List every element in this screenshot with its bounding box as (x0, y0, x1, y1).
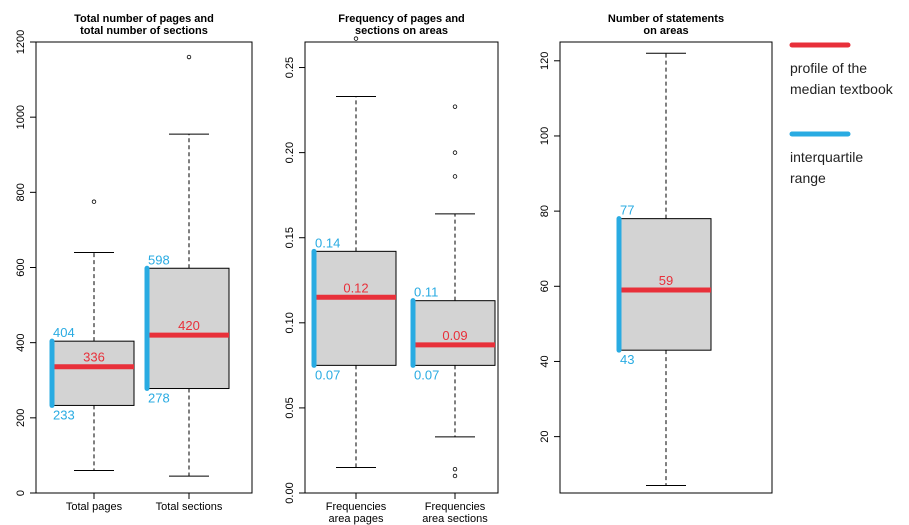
y-tick-label: 400 (15, 333, 27, 351)
median-value-label: 0.09 (442, 328, 467, 343)
x-category-label: area sections (422, 513, 488, 525)
outlier-point (353, 36, 359, 41)
y-tick-label: 0.00 (284, 482, 296, 503)
chart-title: Frequency of pages and (338, 13, 465, 25)
outlier-point (91, 199, 97, 204)
outlier-point (452, 150, 458, 155)
y-tick-label: 80 (539, 205, 551, 217)
y-tick-label: 0.05 (284, 397, 296, 418)
x-category-label: Total sections (156, 501, 223, 513)
y-tick-label: 0.15 (284, 227, 296, 248)
q1-value-label: 233 (53, 407, 75, 422)
q1-value-label: 0.07 (414, 367, 439, 382)
median-value-label: 59 (659, 273, 673, 288)
chart-title: total number of sections (80, 25, 208, 37)
legend-label: profile of the (790, 60, 867, 76)
y-tick-label: 800 (15, 183, 27, 201)
y-tick-label: 1000 (15, 105, 27, 129)
y-tick-label: 1200 (15, 30, 27, 54)
plot-frame (559, 41, 773, 494)
x-category-label: area pages (328, 513, 384, 525)
legend-label: range (790, 170, 826, 186)
box-1: 336 404 233 Total pages (49, 199, 135, 513)
chart-title: sections on areas (355, 25, 448, 37)
chart-title: on areas (643, 25, 688, 37)
x-category-label: Total pages (66, 501, 123, 513)
plot-frame (35, 41, 253, 494)
iqr-box (414, 300, 496, 366)
outlier-point (186, 54, 192, 60)
y-tick-label: 0.25 (284, 57, 296, 78)
plot-frame (304, 41, 499, 494)
outlier-point (452, 466, 458, 472)
y-tick-label: 40 (539, 355, 551, 367)
legend: profile of the median textbook interquarti… (789, 42, 894, 186)
q3-value-label: 598 (148, 252, 170, 267)
iqr-box (148, 267, 230, 390)
legend-item-2: interquartile range (789, 131, 863, 186)
outlier-point (452, 104, 458, 109)
outlier-point (452, 174, 458, 179)
median-value-label: 336 (83, 350, 105, 365)
median-value-label: 0.12 (343, 280, 368, 295)
legend-label: interquartile (790, 149, 863, 165)
q1-value-label: 278 (148, 391, 170, 406)
legend-label: median textbook (790, 81, 894, 97)
x-category-label: Frequencies (326, 501, 387, 513)
q1-value-label: 43 (620, 352, 634, 367)
chart-title: Number of statements (608, 13, 724, 25)
q3-value-label: 0.14 (315, 235, 340, 250)
y-tick-label: 0.20 (284, 142, 296, 163)
y-tick-label: 100 (539, 127, 551, 145)
q3-value-label: 0.11 (414, 285, 438, 300)
x-category-label: Frequencies (425, 501, 486, 513)
box-1: 59 77 43 (616, 52, 712, 486)
iqr-box (620, 218, 712, 351)
y-tick-label: 60 (539, 280, 551, 292)
legend-item-1: profile of the median textbook (789, 42, 894, 97)
y-tick-label: 20 (539, 431, 551, 443)
box-2: 420 598 278 Total sections (144, 54, 230, 513)
chart-title: Total number of pages and (74, 13, 214, 25)
y-tick-label: 120 (539, 52, 551, 70)
iqr-box (315, 250, 397, 366)
q3-value-label: 404 (53, 325, 75, 340)
q1-value-label: 0.07 (315, 367, 340, 382)
y-tick-label: 0 (15, 490, 27, 496)
y-tick-label: 200 (15, 409, 27, 427)
median-value-label: 420 (178, 318, 200, 333)
y-tick-label: 0.10 (284, 312, 296, 333)
outlier-point (452, 473, 458, 479)
q3-value-label: 77 (620, 203, 634, 218)
y-tick-label: 600 (15, 258, 27, 276)
